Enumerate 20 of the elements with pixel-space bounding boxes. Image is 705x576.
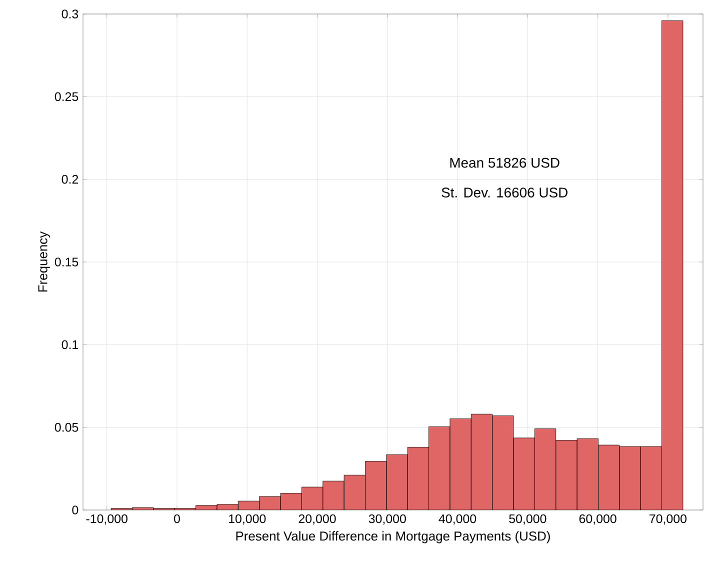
x-tick-label: 70,000	[650, 514, 686, 525]
x-tick-label: -10,000	[86, 514, 128, 525]
annotation: Mean 51826 USD	[450, 158, 560, 168]
x-tick-label: 60,000	[579, 514, 616, 525]
x-tick-label: 0	[174, 514, 180, 524]
x-axis-title: Present Value Difference in Mortgage Payments (USD)	[236, 531, 550, 544]
x-tick-label: 10,000	[229, 514, 266, 525]
y-tick-label: 0.2	[62, 174, 78, 184]
y-tick-label: 0.1	[62, 340, 78, 350]
x-tick-label: 50,000	[509, 514, 546, 525]
x-tick-label: 40,000	[438, 514, 476, 525]
annotation: St. Dev. 16606 USD	[442, 188, 568, 198]
y-axis-title: Frequency	[38, 231, 50, 292]
x-tick-label: 30,000	[368, 514, 406, 525]
y-tick-label: 0.05	[54, 422, 78, 432]
y-tick-label: 0	[72, 506, 78, 514]
y-tick-label: 0.3	[62, 10, 78, 18]
y-tick-label: 0.15	[54, 258, 78, 266]
y-tick-label: 0.25	[54, 92, 78, 102]
x-tick-label: 20,000	[298, 514, 336, 525]
